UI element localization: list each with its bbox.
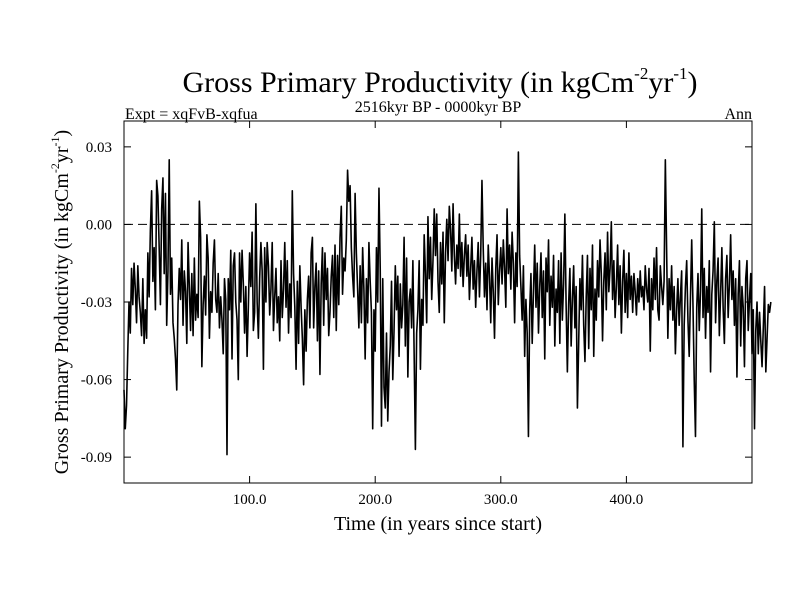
y-axis-label-sup1: -2 [48, 163, 62, 173]
x-tick-label: 100.0 [233, 492, 267, 508]
chart-title-sup1: -2 [634, 64, 648, 83]
y-tick-label: -0.06 [81, 373, 113, 389]
series-line-gpp [123, 151, 772, 456]
y-axis-label-sup2: -1 [48, 136, 62, 146]
chart-title-mid: yr [648, 66, 673, 99]
y-axis-label-text: Gross Primary Productivity (in kgCm [51, 173, 73, 475]
y-tick-label: -0.09 [81, 450, 112, 466]
x-axis-ticks: 100.0 200.0 300.0 400.0 [233, 121, 644, 508]
y-axis-label-mid: yr [51, 146, 73, 163]
x-tick-label: 400.0 [610, 492, 644, 508]
subtitle-center: 2516kyr BP - 0000kyr BP [355, 99, 522, 116]
y-axis-label-end: ) [51, 130, 73, 137]
chart-title-end: ) [688, 66, 698, 99]
y-tick-label: -0.03 [81, 295, 112, 311]
subtitle-right: Ann [724, 106, 752, 123]
subtitle-left: Expt = xqFvB-xqfua [125, 106, 258, 123]
y-axis-label: Gross Primary Productivity (in kgCm-2yr-… [48, 130, 73, 474]
y-tick-label: 0.03 [86, 140, 112, 156]
chart-title-sup2: -1 [673, 64, 687, 83]
y-tick-label: 0.00 [86, 217, 112, 233]
chart-title-text: Gross Primary Productivity (in kgCm [183, 66, 635, 99]
y-axis-ticks: 0.03 0.00 -0.03 -0.06 -0.09 [81, 140, 752, 466]
x-tick-label: 300.0 [484, 492, 518, 508]
x-axis-label: Time (in years since start) [334, 513, 542, 535]
chart-title: Gross Primary Productivity (in kgCm-2yr-… [183, 64, 698, 99]
x-tick-label: 200.0 [358, 492, 392, 508]
